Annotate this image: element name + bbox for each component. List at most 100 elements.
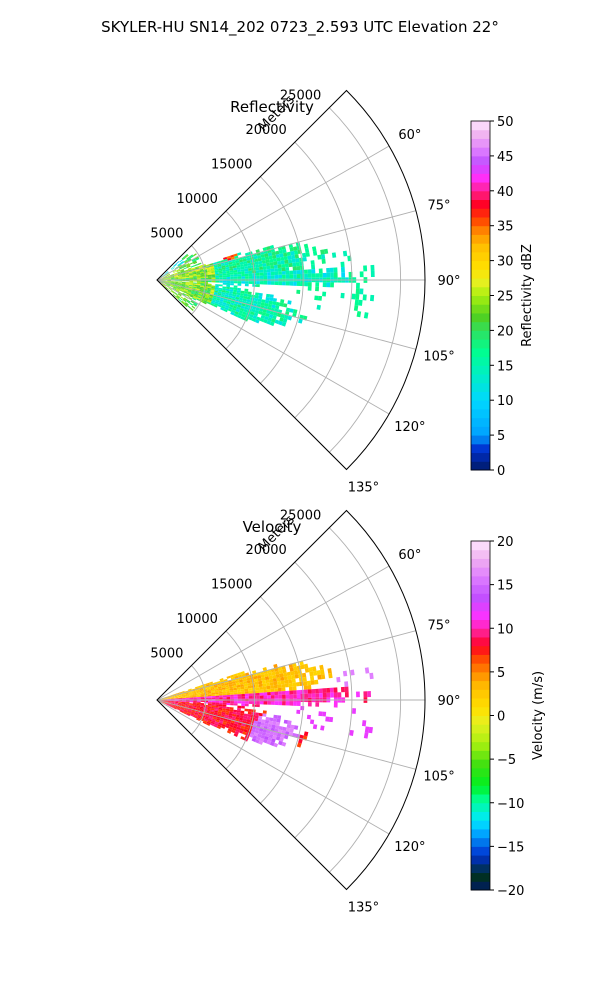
data-cell	[186, 299, 191, 303]
data-cell	[183, 297, 188, 301]
data-cell	[191, 305, 196, 309]
data-cell	[173, 285, 178, 287]
data-cell	[244, 708, 249, 712]
data-cell	[251, 726, 257, 730]
data-cell	[192, 297, 197, 301]
data-cell	[195, 687, 200, 690]
data-cell	[217, 291, 222, 294]
data-cell	[179, 297, 183, 301]
data-cell	[322, 282, 327, 288]
data-cell	[262, 667, 268, 672]
data-cell	[257, 298, 262, 303]
data-cell	[318, 711, 323, 717]
data-cell	[203, 720, 208, 723]
data-cell	[233, 673, 238, 677]
data-cell	[237, 287, 241, 291]
data-cell	[293, 666, 298, 671]
data-cell	[226, 301, 231, 305]
data-cell	[233, 287, 238, 291]
colorbar-segment	[471, 182, 490, 192]
data-cell	[233, 694, 238, 697]
data-cell	[198, 291, 203, 294]
data-cell	[196, 274, 201, 277]
data-cell	[192, 283, 197, 286]
data-cell	[205, 682, 210, 686]
data-cell	[315, 693, 320, 698]
data-cell	[279, 302, 284, 307]
data-cell	[166, 284, 170, 286]
data-cell	[247, 291, 252, 295]
data-cell	[181, 705, 186, 707]
data-cell	[317, 674, 322, 680]
data-cell	[342, 670, 348, 677]
data-cell	[278, 274, 283, 279]
data-cell	[286, 723, 292, 729]
data-cell	[234, 311, 239, 315]
data-cell	[200, 703, 205, 705]
data-cell	[217, 686, 222, 689]
azimuth-gridline	[156, 145, 390, 281]
colorbar-segment	[471, 593, 490, 603]
data-cell	[243, 260, 248, 265]
data-cell	[273, 684, 278, 689]
data-cell	[257, 674, 262, 679]
data-cell	[183, 709, 188, 712]
data-cell	[233, 272, 238, 275]
data-cell	[196, 280, 201, 282]
data-cell	[312, 670, 318, 676]
data-cell	[239, 681, 244, 685]
data-cell	[290, 250, 295, 256]
data-cell	[218, 268, 223, 271]
data-cell	[280, 299, 285, 304]
data-cell	[177, 293, 182, 297]
data-cell	[244, 693, 249, 697]
data-cell	[194, 256, 199, 260]
data-cell	[207, 703, 212, 706]
data-cell	[203, 693, 208, 696]
data-cell	[283, 252, 288, 257]
data-cell	[197, 294, 202, 298]
data-cell	[170, 284, 174, 287]
colorbar-segment	[471, 706, 490, 716]
data-cell	[182, 712, 187, 715]
data-cell	[233, 692, 238, 695]
data-cell	[210, 269, 215, 272]
data-cell	[240, 316, 245, 321]
colorbar-label: Velocity (m/s)	[531, 671, 546, 760]
data-cell	[192, 693, 197, 696]
data-cell	[187, 290, 192, 293]
data-cell	[176, 295, 180, 299]
data-cell	[211, 277, 216, 280]
data-cell	[287, 300, 292, 305]
data-cell	[219, 695, 223, 698]
data-cell	[255, 249, 260, 254]
data-cell	[178, 700, 183, 702]
data-cell	[296, 265, 301, 271]
data-cell	[255, 684, 260, 688]
data-cell	[193, 294, 198, 298]
data-cell	[195, 288, 200, 291]
data-cell	[167, 281, 171, 283]
data-cell	[179, 259, 183, 263]
data-cell	[200, 700, 205, 702]
colorbar-segment	[471, 251, 490, 262]
data-cell	[353, 304, 359, 312]
data-cell	[269, 261, 274, 266]
data-cell	[167, 701, 171, 703]
data-cell	[178, 276, 182, 278]
data-cell	[170, 284, 174, 286]
data-cell	[262, 710, 267, 714]
data-cell	[244, 291, 249, 295]
data-cell	[218, 709, 223, 712]
colorbar-segment	[471, 417, 490, 427]
colorbar-segment	[471, 138, 490, 148]
data-cell	[266, 682, 271, 687]
data-cell	[340, 686, 345, 693]
data-cell	[210, 711, 215, 714]
range-tick-label: 5000	[150, 227, 183, 242]
data-cell	[275, 725, 280, 730]
data-cell	[240, 305, 245, 309]
colorbar-segment	[471, 732, 490, 743]
data-cell	[225, 303, 231, 307]
data-cell	[193, 253, 197, 257]
